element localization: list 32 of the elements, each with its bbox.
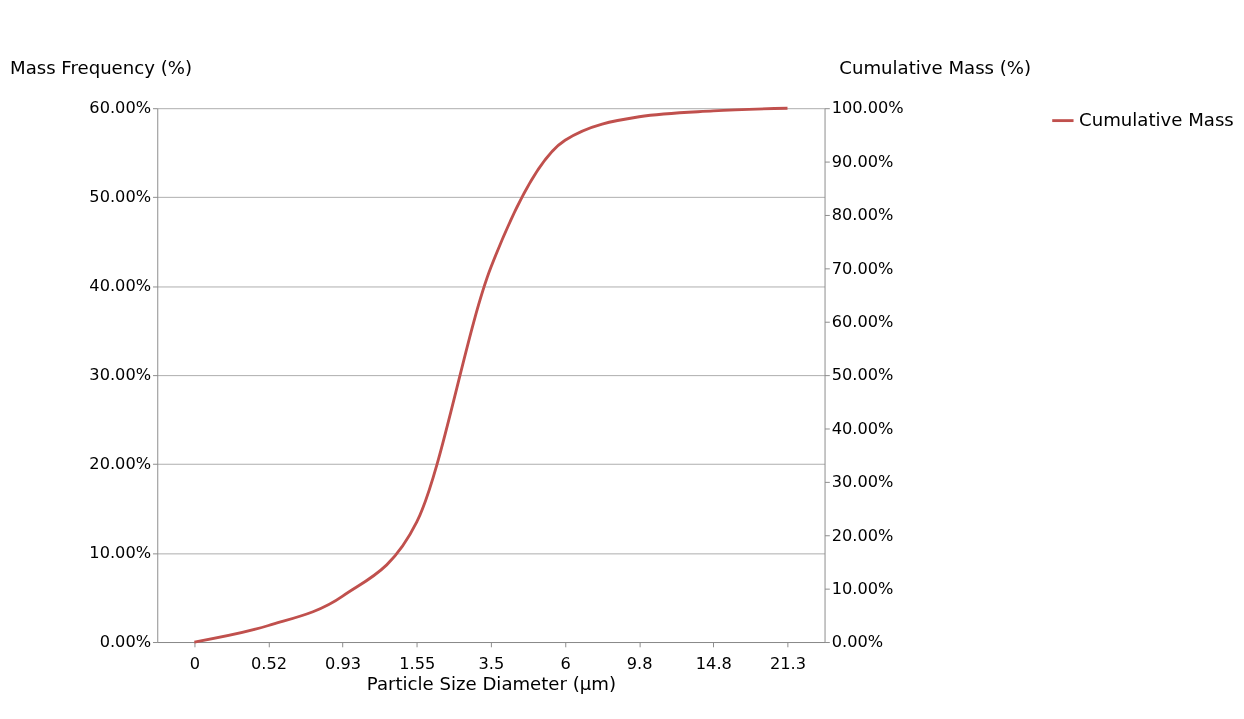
y2-tick-label: 40.00% bbox=[831, 418, 894, 438]
y-tick-label: 30.00% bbox=[89, 365, 152, 385]
x-tick-label: 6 bbox=[560, 654, 571, 674]
y2-axis-title: Cumulative Mass (%) bbox=[839, 57, 1032, 79]
y2-tick-label: 20.00% bbox=[831, 525, 894, 545]
y-tick-label: 20.00% bbox=[89, 454, 152, 474]
y-axis-title: Mass Frequency (%) bbox=[10, 57, 193, 79]
x-axis-title: Particle Size Diameter (µm) bbox=[366, 673, 617, 695]
y2-tick-label: 60.00% bbox=[831, 312, 894, 331]
y-tick-label: 0.00% bbox=[99, 632, 152, 652]
y2-tick-label: 10.00% bbox=[831, 578, 894, 598]
y2-tick-label: 30.00% bbox=[831, 472, 894, 492]
x-tick-label: 21.3 bbox=[769, 654, 806, 674]
legend-label: Cumulative Mass bbox=[1079, 109, 1234, 131]
y-tick-label: 10.00% bbox=[89, 543, 152, 563]
x-tick-label: 9.8 bbox=[626, 654, 653, 674]
y-tick-label: 40.00% bbox=[89, 276, 152, 296]
y2-tick-label: 0.00% bbox=[831, 632, 884, 652]
x-tick-label: 1.55 bbox=[399, 654, 436, 674]
y2-tick-label: 80.00% bbox=[831, 205, 894, 225]
y2-tick-label: 100.00% bbox=[831, 98, 904, 118]
x-tick-label: 0 bbox=[189, 654, 200, 674]
line-series bbox=[192, 106, 789, 644]
x-tick-label: 14.8 bbox=[695, 654, 732, 674]
x-tick-label: 0.93 bbox=[325, 654, 362, 674]
y2-tick-label: 50.00% bbox=[831, 365, 894, 385]
y-tick-label: 60.00% bbox=[89, 98, 152, 118]
x-tick-label: 3.5 bbox=[478, 654, 505, 674]
y2-tick-label: 70.00% bbox=[831, 258, 894, 278]
y-tick-label: 50.00% bbox=[89, 187, 152, 207]
y2-tick-label: 90.00% bbox=[831, 151, 894, 171]
x-tick-label: 0.52 bbox=[250, 654, 287, 674]
